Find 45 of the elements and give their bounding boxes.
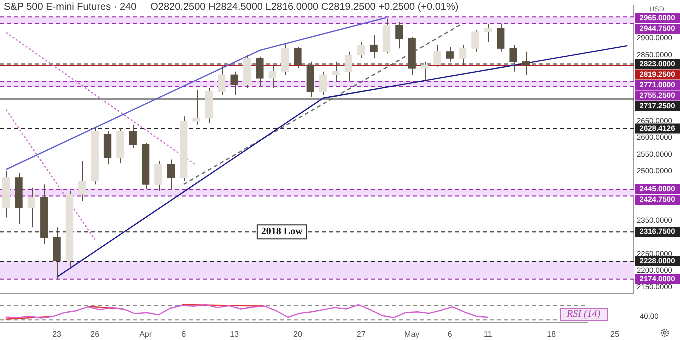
x-tick-label: May bbox=[404, 330, 420, 339]
annotation: RSI (14) bbox=[560, 308, 608, 321]
x-tick-label: Apr bbox=[140, 330, 152, 339]
candlestick bbox=[320, 71, 328, 96]
candlestick bbox=[510, 44, 518, 72]
candlestick bbox=[484, 24, 492, 42]
annotation: O2820.2500 H2824.5000 L2816.0000 C2819.2500 +0.2500 (+0.01%) bbox=[150, 2, 459, 13]
candlestick bbox=[104, 131, 112, 166]
candlestick bbox=[396, 22, 404, 50]
candlestick bbox=[370, 34, 378, 60]
chart-title: S&P 500 E-mini Futures · 240 bbox=[4, 2, 137, 13]
candlestick bbox=[28, 187, 36, 228]
x-tick-label: 6 bbox=[182, 330, 187, 339]
candlestick bbox=[497, 23, 505, 52]
candlestick bbox=[358, 41, 366, 60]
x-tick-label: 11 bbox=[484, 330, 493, 339]
candlestick bbox=[420, 61, 429, 81]
candlestick bbox=[154, 160, 162, 192]
x-tick-label: 6 bbox=[448, 330, 453, 339]
candlestick bbox=[522, 51, 530, 76]
x-tick-label: 23 bbox=[52, 330, 62, 339]
candlestick bbox=[281, 44, 290, 76]
candlestick bbox=[129, 124, 137, 149]
candlestick bbox=[167, 159, 176, 190]
x-tick-label: 20 bbox=[294, 330, 303, 339]
annotation: 2018 Low bbox=[261, 226, 304, 238]
x-tick-label: 25 bbox=[610, 330, 620, 339]
candlestick bbox=[53, 227, 61, 280]
candlestick bbox=[192, 90, 200, 126]
x-tick-label: 18 bbox=[547, 330, 557, 339]
candlestick bbox=[78, 160, 86, 202]
x-tick-label: 13 bbox=[230, 330, 240, 339]
x-tick-label: 27 bbox=[356, 330, 366, 339]
candlestick bbox=[218, 65, 226, 96]
candlestick bbox=[458, 44, 467, 66]
candlestick bbox=[472, 30, 480, 52]
candlestick bbox=[434, 44, 442, 68]
candlestick bbox=[294, 46, 302, 70]
candlestick bbox=[344, 51, 353, 82]
candlestick bbox=[446, 46, 454, 62]
candlestick bbox=[268, 64, 276, 89]
candlestick bbox=[332, 61, 340, 82]
x-tick-label: 26 bbox=[90, 330, 100, 339]
candlestick bbox=[256, 56, 264, 88]
candlestick bbox=[230, 71, 238, 96]
